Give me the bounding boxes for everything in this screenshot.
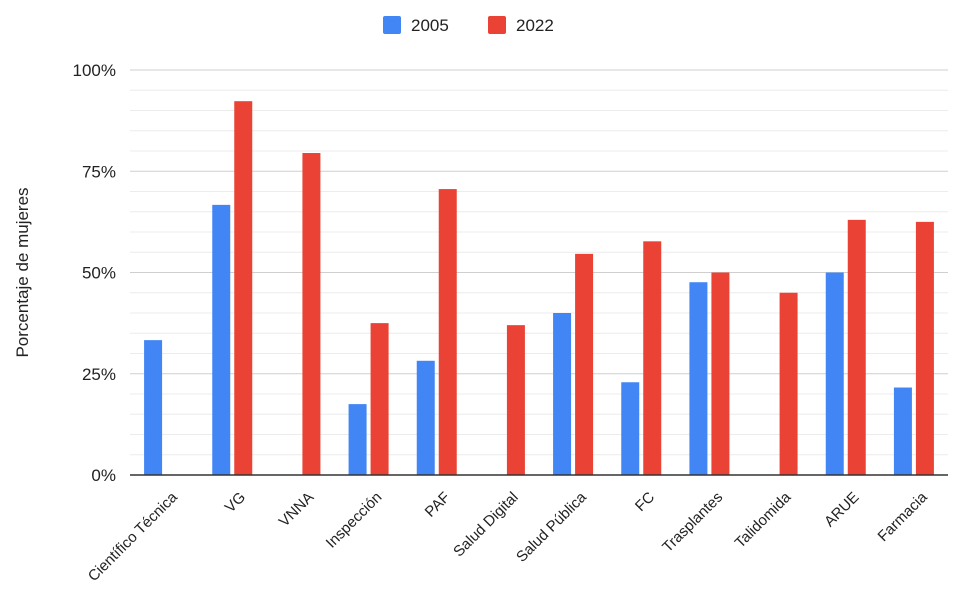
bar-2022 (779, 292, 798, 475)
y-tick-label: 75% (82, 162, 116, 181)
bar-2005 (689, 282, 708, 475)
y-tick-label: 100% (73, 61, 116, 80)
bar-2022 (915, 221, 934, 475)
x-category-label: Salud Pública (513, 488, 590, 565)
y-tick-label: 0% (91, 466, 116, 485)
legend-swatch-2022 (488, 16, 506, 34)
bar-2005 (212, 204, 231, 476)
bar-2022 (643, 241, 662, 475)
bar-2005 (553, 313, 572, 475)
y-tick-label: 25% (82, 365, 116, 384)
x-category-label: ARUE (821, 489, 862, 530)
bar-2005 (144, 340, 163, 475)
x-axis-labels: Científico Técnica VG VNNA Inspección PAFSal… (85, 488, 931, 585)
bar-2022 (506, 325, 525, 475)
y-axis-title: Porcentaje de mujeres (13, 187, 32, 357)
gridlines (130, 69, 948, 476)
bar-2005 (621, 382, 640, 475)
bar-2022 (438, 189, 457, 475)
y-tick-label: 50% (82, 264, 116, 283)
legend-label: 2005 (411, 16, 449, 35)
bars (144, 101, 934, 476)
x-category-label: VG (222, 489, 249, 516)
bar-2022 (575, 253, 594, 475)
x-category-label: Salud Digital (450, 489, 522, 561)
legend-swatch-2005 (383, 16, 401, 34)
bar-2022 (847, 219, 866, 475)
bar-2022 (711, 272, 730, 475)
y-axis-ticks: 0% 25% 50% 75% 100% (73, 61, 116, 485)
bar-2022 (370, 323, 389, 475)
x-category-label: VNNA (276, 489, 317, 530)
bar-2005 (348, 404, 367, 475)
bar-2022 (302, 153, 321, 475)
legend-label: 2022 (516, 16, 554, 35)
bar-2022 (234, 101, 253, 475)
bar-2005 (893, 387, 912, 475)
x-category-label: Trasplantes (659, 489, 726, 556)
x-category-label: Talidomida (732, 488, 795, 551)
x-category-label: Inspección (323, 489, 386, 552)
x-category-label: Farmacia (875, 488, 932, 545)
legend: 2005 2022 (383, 16, 554, 35)
bar-2005 (416, 360, 435, 475)
x-category-label: Científico Técnica (85, 488, 182, 585)
x-category-label: FC (632, 489, 658, 515)
x-category-label: PAF (422, 489, 454, 521)
bar-2005 (825, 272, 844, 475)
